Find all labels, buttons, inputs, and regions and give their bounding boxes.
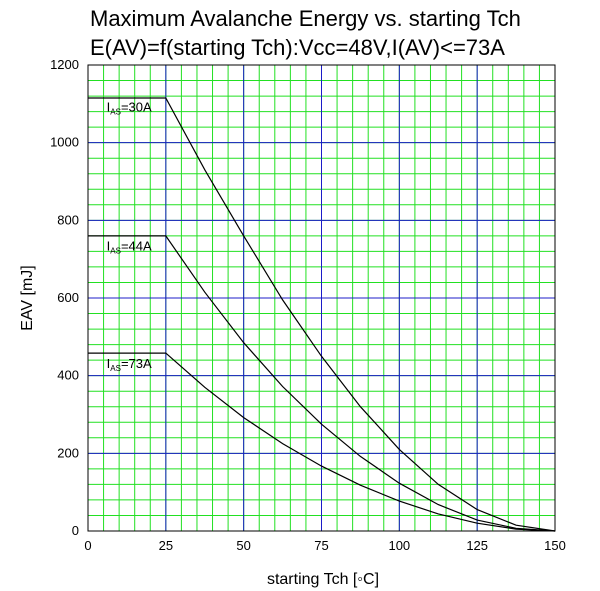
plot-frame [87, 64, 556, 532]
y-tick-label: 200 [57, 445, 79, 460]
y-tick-label: 400 [57, 368, 79, 383]
chart-title: Maximum Avalanche Energy vs. starting Tc… [90, 6, 521, 31]
plot-area: 0 25 50 75 100 125 150 0 200 400 600 800 1000 1200 IAS… [50, 57, 566, 553]
series-label: IAS=30A [107, 100, 152, 117]
y-axis-label: EAV [mJ] [19, 265, 36, 331]
y-tick-label: 1200 [50, 57, 79, 72]
x-tick-label: 150 [544, 538, 566, 553]
x-tick-label: 125 [466, 538, 488, 553]
series-line [88, 97, 556, 532]
x-tick-label: 100 [388, 538, 410, 553]
series-label: IAS=73A [107, 356, 152, 373]
series-line [88, 235, 556, 532]
x-axis-label: starting Tch [◦C] [267, 571, 379, 588]
x-tick-label: 75 [314, 538, 328, 553]
x-tick-label: 50 [236, 538, 250, 553]
y-tick-label: 600 [57, 290, 79, 305]
y-tick-label: 1000 [50, 135, 79, 150]
x-tick-label: 25 [159, 538, 173, 553]
y-tick-label: 800 [57, 212, 79, 227]
series-line [88, 352, 556, 532]
chart-subtitle: E(AV)=f(starting Tch):Vcc=48V,I(AV)<=73A [90, 35, 505, 60]
y-tick-label: 0 [72, 523, 79, 538]
series-label: IAS=44A [107, 239, 152, 256]
x-tick-label: 0 [84, 538, 91, 553]
